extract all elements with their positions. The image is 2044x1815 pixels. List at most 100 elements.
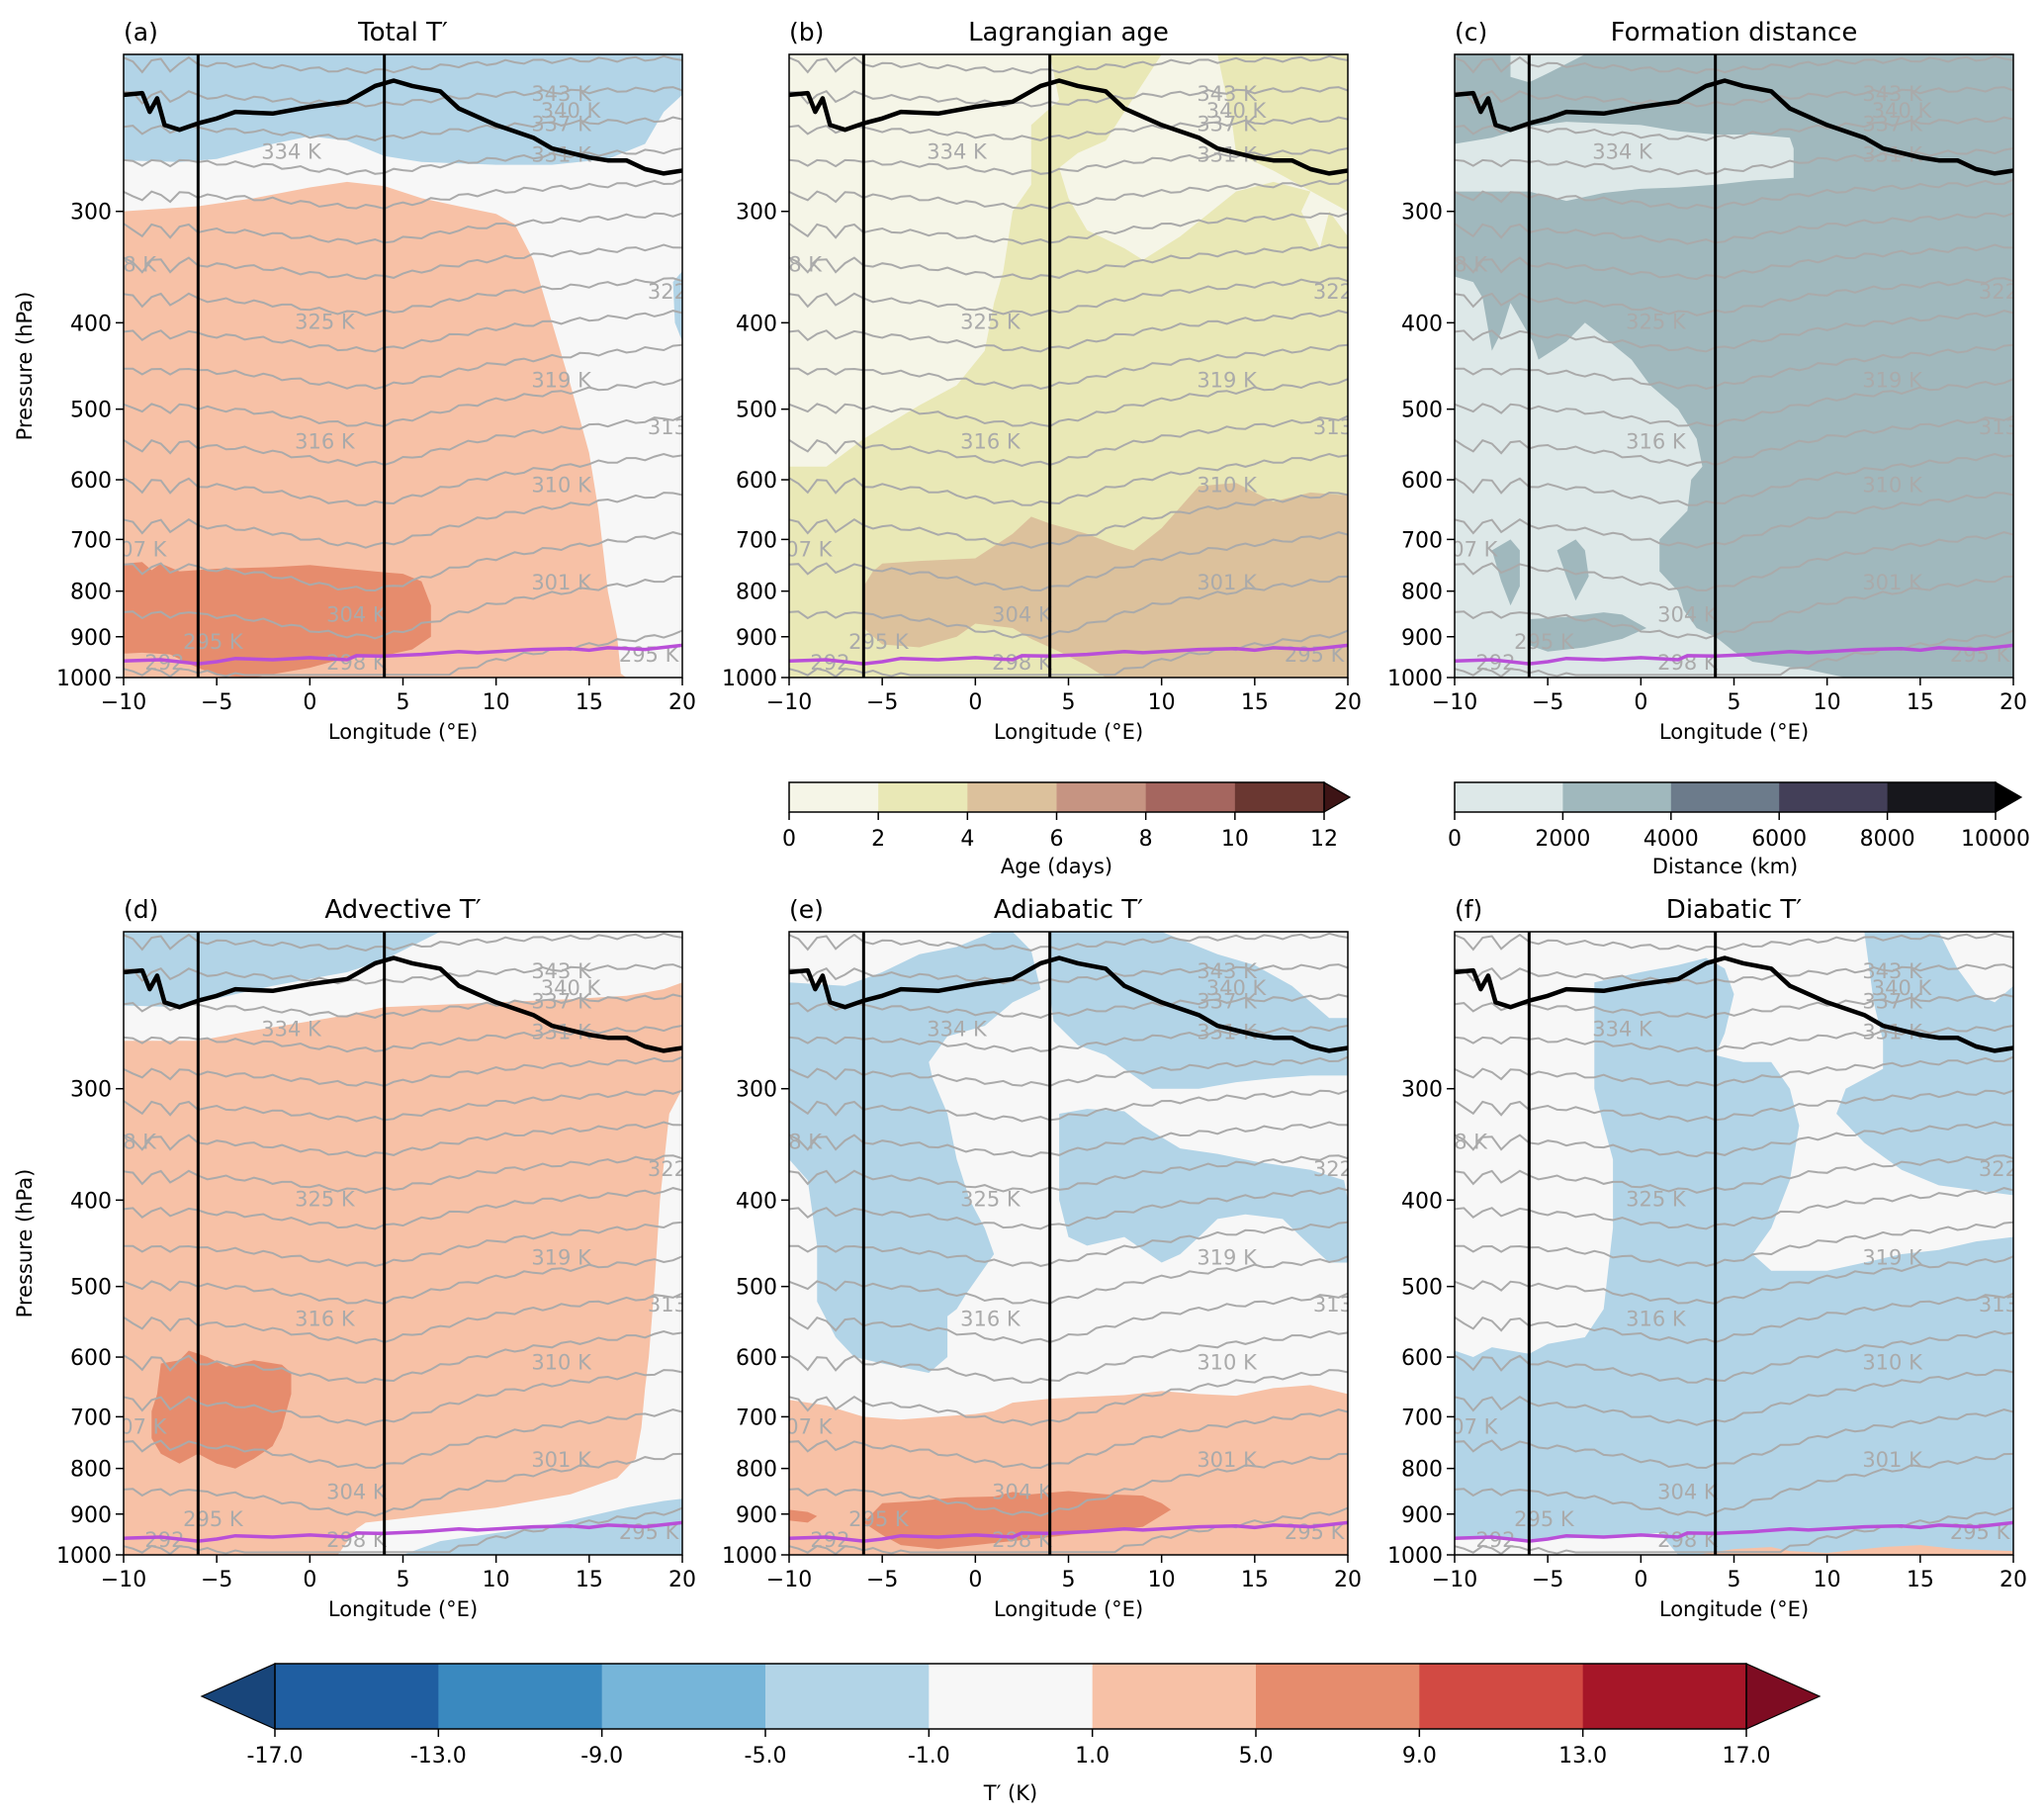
theta-contour-label: 316 K bbox=[1626, 429, 1687, 453]
theta-contour-line bbox=[789, 1121, 1348, 1158]
theta-contour-line bbox=[124, 147, 682, 176]
theta-contour-line bbox=[789, 212, 1348, 245]
theta-contour-line bbox=[1455, 116, 2013, 141]
colorbar-segment bbox=[1779, 782, 1889, 812]
x-axis-label: Longitude (°E) bbox=[328, 1597, 478, 1621]
theta-contour-line bbox=[789, 492, 1348, 549]
y-tick-label: 900 bbox=[736, 1503, 777, 1528]
y-tick-label: 900 bbox=[70, 1503, 112, 1528]
y-tick-label: 300 bbox=[1401, 1078, 1443, 1103]
theta-contour-label: 334 K bbox=[261, 140, 322, 164]
x-tick-label: −5 bbox=[201, 1568, 232, 1592]
panel-letter: (d) bbox=[124, 895, 158, 924]
x-tick-label: 10 bbox=[1814, 690, 1841, 715]
y-tick-label: 700 bbox=[1401, 1406, 1443, 1430]
theta-contour-line bbox=[1455, 54, 2013, 74]
theta-contour-label: 301 K bbox=[1862, 1448, 1923, 1472]
x-tick-label: 0 bbox=[968, 1568, 982, 1592]
y-tick-label: 800 bbox=[1401, 581, 1443, 605]
colorbar-segment bbox=[1670, 782, 1780, 812]
theta-contour-line bbox=[1455, 575, 2013, 640]
theta-contour-label: 304 K bbox=[1657, 1480, 1719, 1503]
theta-contour-label: 316 K bbox=[295, 429, 356, 453]
theta-contour-line bbox=[789, 452, 1348, 506]
theta-contour-label: 322 bbox=[1313, 1157, 1353, 1181]
theta-contour-label: 307 K bbox=[772, 537, 834, 561]
theta-contour-line bbox=[789, 310, 1348, 353]
contour-region-0 bbox=[1455, 957, 2013, 1555]
y-tick-label: 400 bbox=[736, 312, 777, 336]
y-tick-label: 600 bbox=[70, 469, 112, 494]
theta-contour-label: 313 bbox=[1313, 415, 1353, 439]
theta-contour-label: 343 K bbox=[531, 82, 592, 106]
y-tick-label: 400 bbox=[736, 1189, 777, 1214]
colorbar-segment bbox=[1562, 782, 1672, 812]
y-axis-label: Pressure (hPa) bbox=[13, 1169, 37, 1318]
colorbar-segment bbox=[765, 1664, 930, 1729]
y-tick-label: 600 bbox=[1401, 469, 1443, 494]
theta-contour-label: 307 K bbox=[107, 537, 168, 561]
y-tick-label: 300 bbox=[1401, 201, 1443, 226]
theta-contour-label: 334 K bbox=[261, 1018, 322, 1042]
theta-contour-label: 322 bbox=[648, 280, 687, 304]
colorbar-tick-label: 8000 bbox=[1860, 827, 1915, 852]
theta-contour-line bbox=[789, 575, 1348, 640]
x-tick-label: 10 bbox=[1148, 690, 1176, 715]
x-tick-label: 15 bbox=[576, 690, 603, 715]
theta-contour-line bbox=[124, 1187, 682, 1230]
theta-contour-line bbox=[1455, 1506, 2013, 1555]
theta-contour-line bbox=[1455, 1154, 2013, 1194]
contour-region-3 bbox=[1491, 539, 1520, 606]
y-tick-label: 500 bbox=[736, 1276, 777, 1301]
y-tick-label: 300 bbox=[736, 1078, 777, 1103]
theta-contour-label: 337 K bbox=[1862, 989, 1923, 1013]
theta-contour-label: 334 K bbox=[1592, 140, 1653, 164]
theta-contour-line bbox=[789, 414, 1348, 468]
theta-contour-line bbox=[124, 1221, 682, 1268]
theta-contour-line bbox=[789, 963, 1348, 985]
colorbar-tick-label: 2000 bbox=[1535, 827, 1590, 852]
x-tick-label: 10 bbox=[1814, 1568, 1841, 1592]
theta-contour-line bbox=[1455, 1187, 2013, 1230]
y-tick-label: 1000 bbox=[722, 667, 777, 691]
colorbar-segment bbox=[275, 1664, 439, 1729]
panel-letter: (c) bbox=[1455, 18, 1487, 46]
theta-contour-label: 304 K bbox=[992, 1480, 1053, 1503]
theta-contour-line bbox=[124, 1154, 682, 1194]
colorbar-segment bbox=[1145, 782, 1236, 812]
theta-contour-line bbox=[124, 1121, 682, 1158]
colorbar-segment bbox=[1256, 1664, 1420, 1729]
theta-contour-line bbox=[124, 452, 682, 506]
theta-contour-line bbox=[124, 212, 682, 245]
colorbar-tick-label: -9.0 bbox=[580, 1744, 623, 1769]
colorbar-tick-label: 5.0 bbox=[1239, 1744, 1274, 1769]
panel-title: Formation distance bbox=[1611, 18, 1858, 47]
colorbar-segment bbox=[1887, 782, 1997, 812]
theta-contour-line bbox=[1455, 343, 2013, 391]
theta-contour-label: 319 K bbox=[1197, 368, 1258, 392]
theta-contour-line bbox=[789, 1187, 1348, 1230]
y-tick-label: 700 bbox=[736, 1406, 777, 1430]
x-tick-label: −10 bbox=[101, 1568, 146, 1592]
y-tick-label: 900 bbox=[736, 626, 777, 651]
theta-contour-line bbox=[789, 993, 1348, 1019]
theta-contour-line bbox=[1455, 1292, 2013, 1345]
theta-contour-label: 334 K bbox=[1592, 1018, 1653, 1042]
colorbar-extend-max-arrow bbox=[1323, 780, 1352, 814]
theta-contour-label: 343 K bbox=[1862, 82, 1923, 106]
x-tick-label: −5 bbox=[866, 1568, 898, 1592]
colorbar-tick-label: 1.0 bbox=[1075, 1744, 1110, 1769]
x-tick-label: 10 bbox=[1148, 1568, 1176, 1592]
theta-contour-label: 28 K bbox=[1441, 252, 1488, 276]
x-tick-label: −5 bbox=[1532, 690, 1563, 715]
theta-contour-label: 337 K bbox=[1197, 989, 1258, 1013]
theta-contour-line bbox=[124, 1408, 682, 1470]
theta-contour-label: 343 K bbox=[1197, 82, 1258, 106]
y-tick-label: 800 bbox=[70, 1458, 112, 1483]
y-tick-label: 400 bbox=[1401, 312, 1443, 336]
